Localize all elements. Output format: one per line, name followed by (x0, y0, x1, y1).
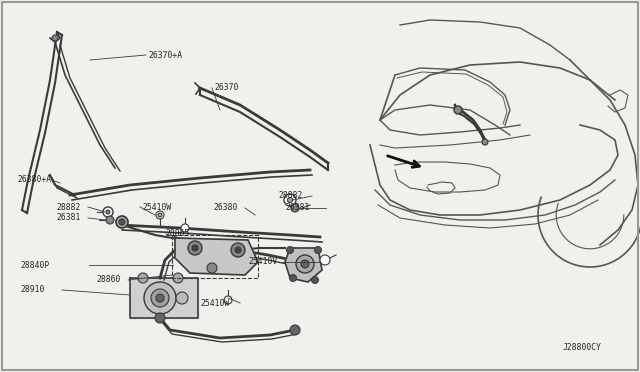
Circle shape (156, 211, 164, 219)
Circle shape (144, 282, 176, 314)
Circle shape (119, 219, 125, 225)
Circle shape (301, 260, 309, 268)
Circle shape (192, 245, 198, 251)
Text: 28860: 28860 (96, 276, 120, 285)
Text: 28882: 28882 (56, 202, 81, 212)
Text: J28800CY: J28800CY (563, 343, 602, 353)
Circle shape (52, 35, 58, 41)
Circle shape (224, 296, 232, 304)
Text: 25410W: 25410W (200, 298, 229, 308)
Circle shape (296, 255, 314, 273)
Circle shape (158, 213, 162, 217)
Circle shape (284, 194, 296, 206)
Circle shape (181, 224, 189, 232)
Text: 26370: 26370 (214, 83, 238, 93)
Text: 28910: 28910 (20, 285, 44, 295)
Circle shape (155, 313, 165, 323)
Text: 26370+A: 26370+A (148, 51, 182, 60)
Polygon shape (130, 278, 198, 318)
Circle shape (314, 247, 321, 253)
Text: 28865: 28865 (165, 230, 189, 238)
Polygon shape (285, 248, 322, 282)
Circle shape (320, 255, 330, 265)
Circle shape (235, 247, 241, 253)
Circle shape (106, 210, 110, 214)
Text: 25410V: 25410V (248, 257, 277, 266)
Circle shape (106, 216, 114, 224)
Circle shape (103, 207, 113, 217)
Circle shape (290, 325, 300, 335)
Text: 26380: 26380 (213, 203, 237, 212)
Text: 25410W: 25410W (142, 202, 172, 212)
Polygon shape (175, 238, 258, 275)
Circle shape (312, 276, 319, 283)
Circle shape (138, 273, 148, 283)
Circle shape (176, 292, 188, 304)
Text: 26380+A: 26380+A (17, 176, 51, 185)
Circle shape (454, 106, 462, 114)
Text: 28882: 28882 (278, 192, 302, 201)
Circle shape (151, 289, 169, 307)
Circle shape (287, 247, 294, 253)
Circle shape (156, 294, 164, 302)
Circle shape (482, 139, 488, 145)
Text: 28840P: 28840P (20, 260, 49, 269)
Text: 26381: 26381 (285, 203, 309, 212)
Circle shape (116, 216, 128, 228)
Circle shape (188, 241, 202, 255)
Circle shape (207, 263, 217, 273)
Circle shape (231, 243, 245, 257)
Circle shape (289, 275, 296, 282)
Circle shape (287, 198, 292, 202)
Circle shape (173, 273, 183, 283)
Text: 26381: 26381 (56, 214, 81, 222)
Circle shape (291, 204, 299, 212)
